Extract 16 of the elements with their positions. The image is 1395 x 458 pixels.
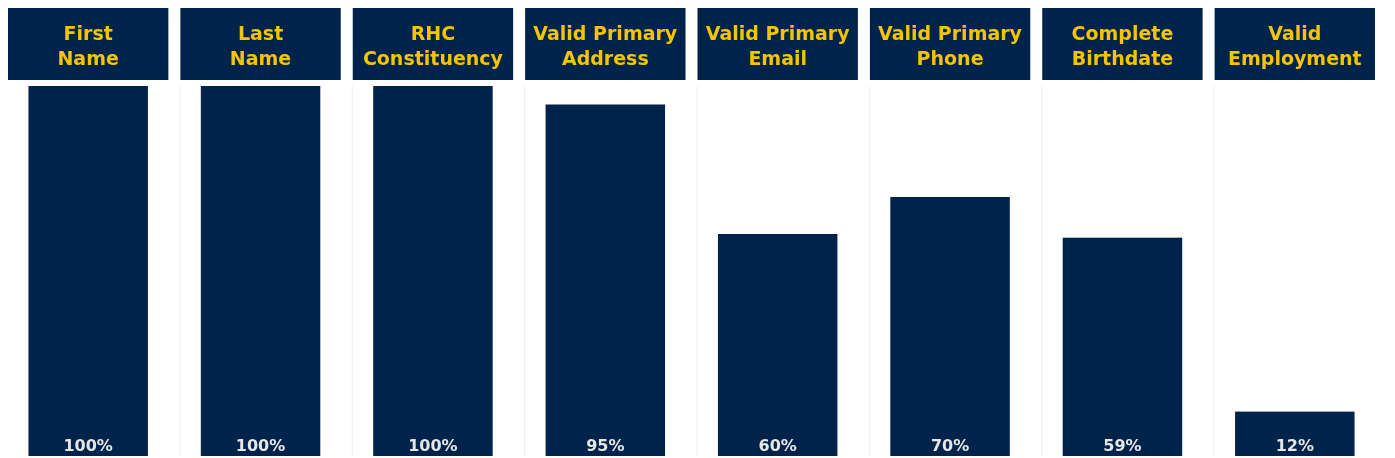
data-label: 100%: [408, 436, 458, 455]
x-tick-label: Valid Primary Phone: [878, 22, 1023, 69]
data-label: 95%: [586, 436, 625, 455]
x-tick-label: Last Name: [229, 22, 292, 69]
data-label: 70%: [930, 436, 970, 455]
data-label: 12%: [1275, 436, 1314, 455]
x-tick-label: Complete Birthdate: [1071, 22, 1174, 69]
x-tick-label: RHC Constituency: [362, 22, 504, 69]
x-tick-label: Valid Employment: [1228, 22, 1362, 69]
data-label: 100%: [235, 436, 286, 455]
x-tick-label: Valid Primary Address: [533, 22, 678, 69]
data-label: 60%: [758, 436, 797, 455]
x-tick-label: First Name: [57, 22, 119, 69]
data-label: 100%: [63, 436, 113, 455]
data-label: 59%: [1103, 436, 1142, 455]
x-tick-label: Valid Primary Email: [705, 22, 851, 69]
